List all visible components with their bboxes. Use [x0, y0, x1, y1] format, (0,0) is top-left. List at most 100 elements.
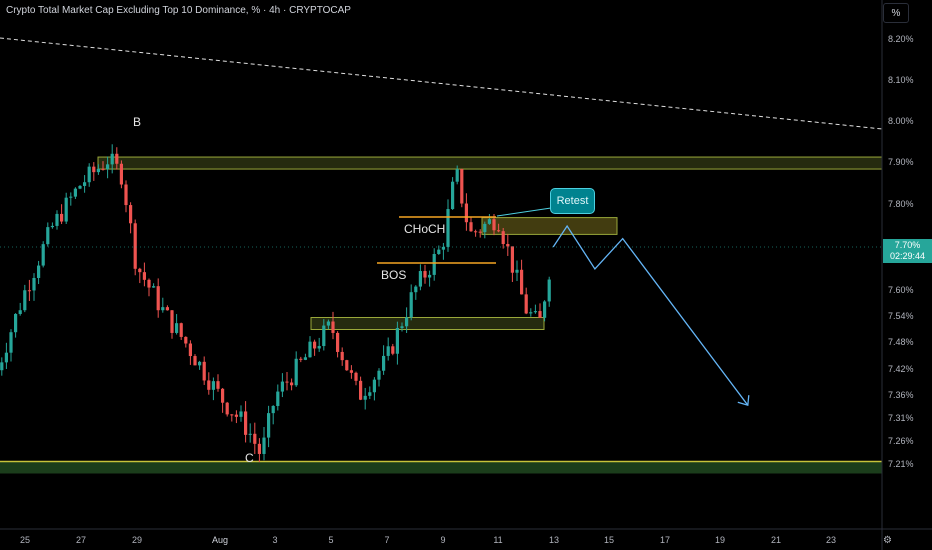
- candle-body: [386, 346, 390, 356]
- candle: [386, 337, 390, 361]
- candle-body: [129, 205, 133, 224]
- candle: [354, 371, 358, 386]
- candle-body: [391, 346, 395, 354]
- candle-body: [165, 307, 169, 311]
- candle-body: [257, 443, 261, 454]
- candle-body: [400, 326, 404, 329]
- candle-body: [515, 269, 519, 273]
- candle-body: [382, 355, 386, 371]
- x-axis-tick-label: Aug: [211, 535, 229, 545]
- candle-body: [78, 185, 82, 189]
- candle-body: [73, 188, 77, 197]
- candle-body: [87, 166, 91, 183]
- candle: [55, 210, 59, 230]
- candle: [267, 405, 271, 448]
- candle: [474, 229, 478, 237]
- candle: [69, 192, 73, 206]
- y-axis-tick-label: 8.10%: [888, 75, 914, 85]
- candle: [9, 329, 13, 362]
- candle-body: [437, 249, 441, 254]
- candle: [487, 214, 491, 225]
- candle-body: [483, 223, 487, 233]
- x-axis-tick-label: 17: [659, 535, 671, 545]
- candle: [156, 278, 160, 318]
- candle-body: [377, 370, 381, 380]
- candle: [262, 427, 266, 461]
- dashed-trendline: [0, 37, 883, 130]
- candle: [510, 246, 514, 282]
- candle: [460, 168, 464, 208]
- candle-body: [96, 168, 100, 173]
- candle-body: [170, 310, 174, 333]
- gear-icon[interactable]: ⚙: [883, 535, 892, 546]
- candle: [244, 401, 248, 443]
- candle-body: [207, 380, 211, 390]
- candle: [451, 177, 455, 210]
- candle: [129, 202, 133, 234]
- candle-body: [299, 358, 303, 360]
- candle: [377, 368, 381, 387]
- candle: [423, 264, 427, 284]
- candle-body: [14, 313, 18, 333]
- y-axis-tick-label: 7.80%: [888, 199, 914, 209]
- y-axis-tick-label: 7.26%: [888, 436, 914, 446]
- candle: [193, 354, 197, 366]
- candle: [533, 304, 537, 314]
- candle-body: [179, 323, 183, 337]
- candle-body: [354, 372, 358, 381]
- candle-body: [409, 292, 413, 318]
- x-axis-tick-label: 13: [548, 535, 560, 545]
- candle-body: [239, 411, 243, 417]
- x-axis-tick-label: 27: [75, 535, 87, 545]
- candle-body: [119, 163, 123, 185]
- candle: [400, 322, 404, 332]
- candle: [317, 337, 321, 352]
- candle-body: [267, 413, 271, 438]
- candle-body: [147, 279, 151, 288]
- candle: [469, 216, 473, 232]
- candle-body: [368, 392, 372, 396]
- candle: [221, 387, 225, 413]
- candle-body: [184, 336, 188, 344]
- candle: [92, 162, 96, 181]
- candle: [326, 319, 330, 330]
- candle-body: [432, 253, 436, 275]
- retest-pointer: [496, 207, 552, 217]
- y-axis-tick-label: 8.20%: [888, 34, 914, 44]
- candle-body: [313, 341, 317, 349]
- x-axis-tick-label: 5: [328, 535, 334, 545]
- y-axis-tick-label: 7.48%: [888, 337, 914, 347]
- candle-body: [253, 433, 257, 444]
- x-axis-tick-label: 25: [19, 535, 31, 545]
- candle-body: [331, 321, 335, 333]
- candle: [405, 307, 409, 333]
- candle: [14, 313, 18, 338]
- candle-body: [198, 361, 202, 366]
- candle: [73, 187, 77, 199]
- candle-body: [142, 272, 146, 280]
- candle: [248, 423, 252, 443]
- candle-body: [340, 351, 344, 361]
- candle-body: [336, 332, 340, 352]
- candle: [170, 310, 174, 339]
- x-axis-tick-label: 11: [493, 535, 503, 545]
- candle: [418, 264, 422, 291]
- candle-body: [175, 323, 179, 333]
- projection-path: [552, 224, 749, 406]
- candle: [372, 377, 376, 401]
- candle-body: [276, 391, 280, 406]
- candle-body: [492, 219, 496, 231]
- candle: [506, 233, 510, 256]
- candle: [4, 342, 8, 369]
- candle: [253, 422, 257, 455]
- candle: [202, 356, 206, 385]
- candle-body: [225, 402, 229, 415]
- candle: [538, 303, 542, 318]
- candle-body: [372, 379, 376, 393]
- current-price-badge: 7.70% 02:29:44: [883, 239, 932, 263]
- percent-scale-button[interactable]: %: [883, 3, 909, 23]
- bos-label: BOS: [381, 268, 407, 282]
- candle: [133, 219, 137, 276]
- choch-label: CHoCH: [404, 222, 446, 236]
